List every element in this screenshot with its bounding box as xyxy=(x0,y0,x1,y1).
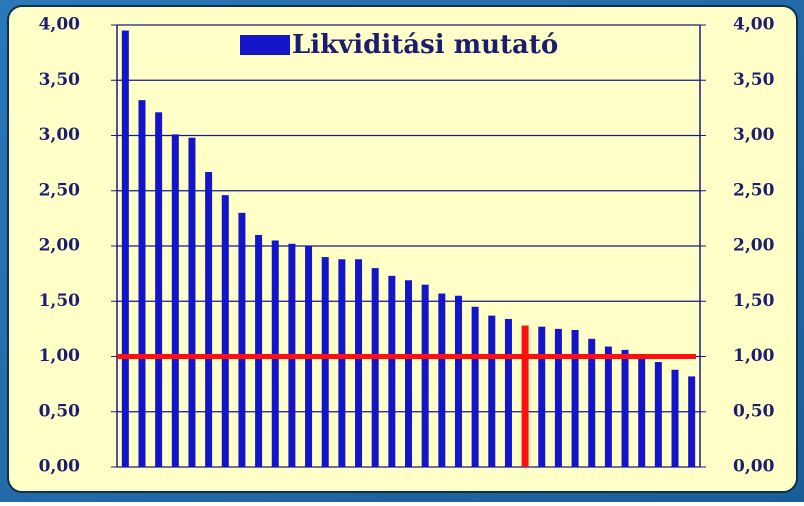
y-tick-label: 0,50 xyxy=(39,401,81,421)
bar xyxy=(388,275,396,467)
y-tick-label: 0,00 xyxy=(39,457,81,477)
bar xyxy=(538,326,546,467)
bar xyxy=(121,30,129,468)
y2-tick-label: 1,50 xyxy=(733,291,775,311)
y-tick-label: 3,00 xyxy=(39,125,81,145)
bar xyxy=(321,257,329,467)
bar xyxy=(338,259,346,467)
y2-tick-label: 3,50 xyxy=(733,70,775,90)
bar xyxy=(488,315,496,467)
bar xyxy=(255,234,263,467)
bar xyxy=(654,362,662,467)
y2-tick-label: 2,00 xyxy=(733,236,775,256)
bar xyxy=(571,329,579,467)
bar xyxy=(438,293,446,467)
bar xyxy=(405,280,412,467)
bar xyxy=(138,100,146,467)
bar xyxy=(355,259,363,467)
bar xyxy=(371,268,379,467)
y2-tick-label: 3,00 xyxy=(733,125,775,145)
bar xyxy=(588,338,596,467)
bar xyxy=(171,134,179,467)
y2-tick-label: 0,50 xyxy=(733,401,775,421)
y-tick-label: 4,00 xyxy=(39,15,81,35)
y-tick-label: 2,00 xyxy=(39,236,81,256)
bar xyxy=(621,349,629,467)
legend-label: Likviditási mutató xyxy=(292,30,558,60)
y-tick-label: 2,50 xyxy=(39,180,81,200)
y2-tick-label: 4,00 xyxy=(733,15,775,35)
bar xyxy=(554,328,562,467)
bar xyxy=(604,346,612,467)
bar xyxy=(504,318,512,467)
bar xyxy=(421,284,429,467)
bar xyxy=(471,306,479,467)
y2-tick-label: 2,50 xyxy=(733,180,775,200)
y2-tick-label: 0,00 xyxy=(733,457,775,477)
bar xyxy=(205,171,213,467)
bar xyxy=(688,376,696,467)
bar xyxy=(521,325,529,467)
bar xyxy=(221,195,229,468)
y2-tick-label: 1,00 xyxy=(733,346,775,366)
y-tick-label: 1,00 xyxy=(39,346,81,366)
y-tick-label: 1,50 xyxy=(39,291,81,311)
bar xyxy=(188,137,196,467)
bar xyxy=(155,112,163,468)
bar xyxy=(238,212,246,467)
bar xyxy=(671,369,679,467)
bar xyxy=(638,355,646,467)
y-tick-label: 3,50 xyxy=(39,70,81,90)
bar xyxy=(271,240,279,467)
legend-swatch xyxy=(240,35,290,55)
bar xyxy=(454,295,462,467)
